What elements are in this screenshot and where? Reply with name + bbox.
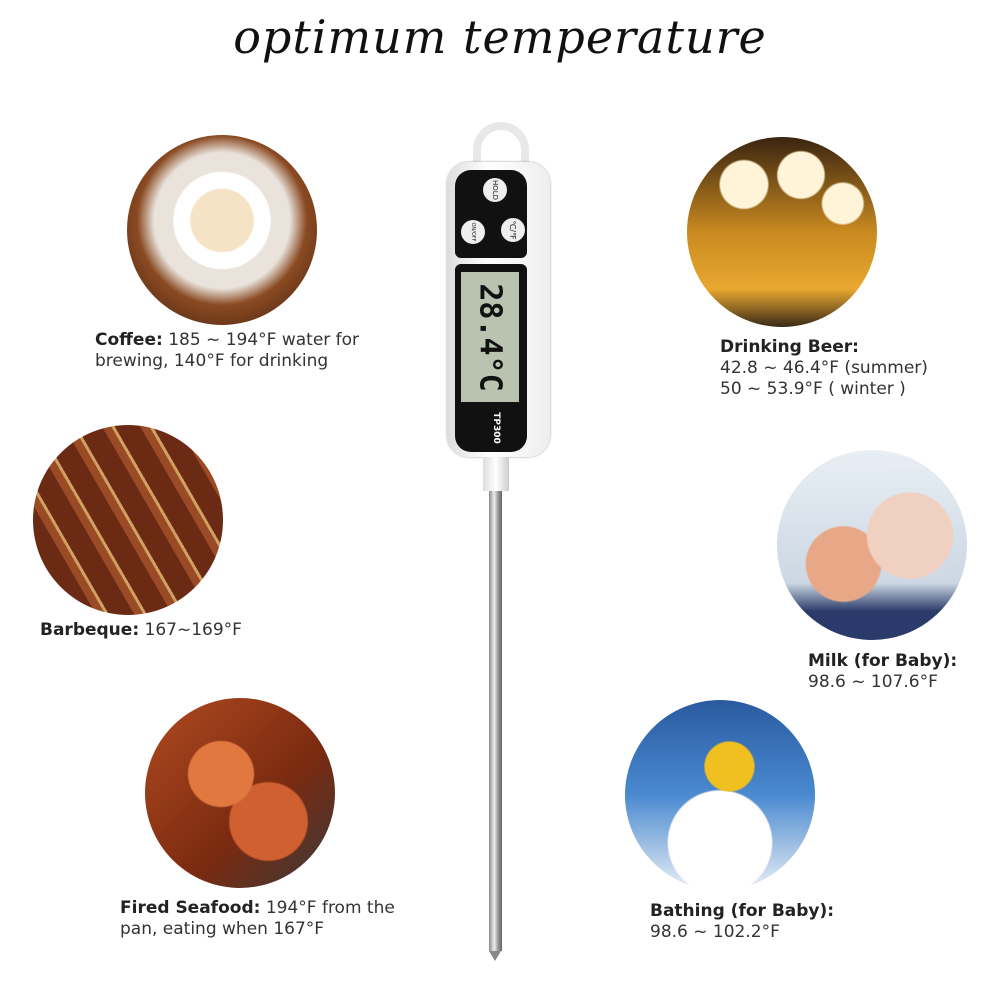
bath-image: [625, 700, 815, 890]
caption-label: Barbeque:: [40, 620, 140, 640]
page-title: optimum temperature: [233, 10, 767, 64]
unit-toggle-label: ℃/℉: [508, 220, 518, 240]
probe-collar: [483, 457, 509, 491]
caption-text: brewing, 140°F for drinking: [95, 351, 329, 371]
caption-text: 194°F from the: [265, 898, 395, 918]
caption-label: Coffee:: [95, 330, 163, 350]
bath-caption: Bathing (for Baby): 98.6 ~ 102.2°F: [650, 901, 834, 943]
coffee-caption: Coffee: 185 ~ 194°F water for brewing, 14…: [95, 330, 359, 372]
caption-text: 167~169°F: [144, 620, 242, 640]
barbeque-image: [33, 425, 223, 615]
caption-text: 42.8 ~ 46.4°F (summer): [720, 358, 928, 378]
lcd-screen: 28.4°C: [461, 272, 519, 402]
on-off-label: ON/OFF: [470, 222, 476, 242]
caption-label: Milk (for Baby):: [808, 651, 958, 671]
temperature-reading: 28.4°C: [472, 282, 508, 392]
caption-text: 185 ~ 194°F water for: [168, 330, 360, 350]
caption-text: pan, eating when 167°F: [120, 919, 325, 939]
caption-text: 98.6 ~ 107.6°F: [808, 672, 938, 692]
beer-caption: Drinking Beer: 42.8 ~ 46.4°F (summer) 50 ~…: [720, 337, 928, 400]
coffee-image: [127, 135, 317, 325]
milk-image: [777, 450, 967, 640]
hold-button[interactable]: HOLD: [483, 178, 507, 202]
caption-label: Fired Seafood:: [120, 898, 261, 918]
milk-caption: Milk (for Baby): 98.6 ~ 107.6°F: [808, 651, 957, 693]
beer-image: [687, 137, 877, 327]
model-label: TP300: [491, 412, 501, 444]
thermometer: HOLD ON/OFF ℃/℉ 28.4°C TP300: [447, 122, 552, 962]
probe-tip: [489, 951, 501, 961]
caption-text: 98.6 ~ 102.2°F: [650, 922, 780, 942]
bbq-caption: Barbeque: 167~169°F: [40, 620, 242, 641]
seafood-image: [145, 698, 335, 888]
seafood-caption: Fired Seafood: 194°F from the pan, eating…: [120, 898, 395, 940]
on-off-button[interactable]: ON/OFF: [461, 220, 485, 244]
hold-label: HOLD: [491, 179, 499, 201]
caption-label: Bathing (for Baby):: [650, 901, 835, 921]
unit-toggle-button[interactable]: ℃/℉: [501, 218, 525, 242]
caption-text: 50 ~ 53.9°F ( winter ): [720, 379, 906, 399]
caption-label: Drinking Beer:: [720, 337, 859, 357]
probe: [489, 491, 502, 951]
